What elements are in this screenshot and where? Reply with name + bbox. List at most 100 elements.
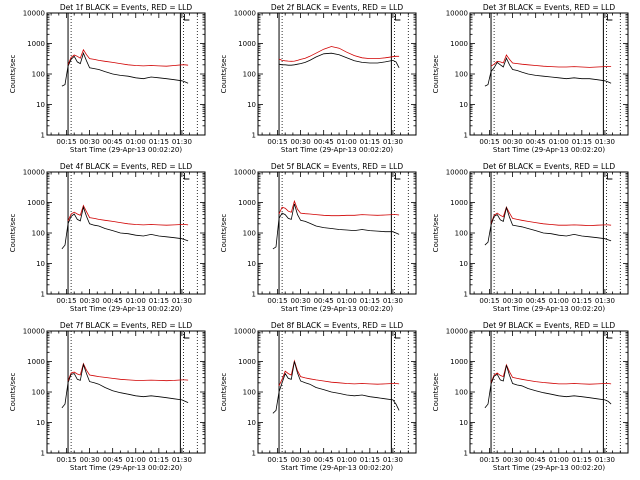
x-tick-label: 01:15 bbox=[149, 138, 169, 146]
x-tick-label: 01:00 bbox=[337, 456, 357, 464]
x-tick-label: 01:15 bbox=[360, 138, 380, 146]
panel-title: Det 6f BLACK = Events, RED = LLD bbox=[483, 162, 616, 171]
y-tick-label: 10000 bbox=[23, 328, 45, 336]
marker-bracket bbox=[394, 14, 401, 21]
x-tick-label: 01:00 bbox=[337, 297, 357, 305]
y-tick-label: 1 bbox=[252, 450, 256, 458]
x-tick-label: 00:30 bbox=[290, 456, 310, 464]
y-tick-label: 10 bbox=[36, 419, 45, 427]
y-tick-label: 10 bbox=[247, 419, 256, 427]
x-tick-label: 01:15 bbox=[572, 138, 592, 146]
y-tick-label: 10 bbox=[459, 260, 468, 268]
marker-bracket bbox=[606, 332, 613, 339]
events-series-line bbox=[61, 51, 189, 87]
y-axis-title: Counts/sec bbox=[432, 373, 440, 412]
y-tick-label: 100 bbox=[243, 230, 256, 238]
panel-title: Det 2f BLACK = Events, RED = LLD bbox=[271, 3, 404, 12]
y-tick-label: 1000 bbox=[27, 40, 45, 48]
y-tick-label: 1000 bbox=[238, 40, 256, 48]
x-tick-label: 00:45 bbox=[314, 297, 334, 305]
y-axis-title: Counts/sec bbox=[220, 55, 228, 94]
x-tick-label: 00:15 bbox=[56, 297, 76, 305]
y-tick-label: 10000 bbox=[23, 169, 45, 177]
y-axis-title: Counts/sec bbox=[432, 55, 440, 94]
x-tick-label: 01:15 bbox=[572, 456, 592, 464]
x-tick-label: 01:30 bbox=[595, 138, 615, 146]
x-tick-label: 01:15 bbox=[360, 456, 380, 464]
y-tick-label: 10 bbox=[247, 260, 256, 268]
x-tick-label: 01:00 bbox=[549, 138, 569, 146]
y-axis-title: Counts/sec bbox=[220, 214, 228, 253]
x-tick-label: 00:30 bbox=[79, 297, 99, 305]
y-tick-label: 100 bbox=[455, 230, 468, 238]
x-axis-title: Start Time (29-Apr-13 00:02:20) bbox=[281, 146, 393, 154]
y-tick-label: 1000 bbox=[238, 358, 256, 366]
y-tick-label: 10 bbox=[247, 101, 256, 109]
y-tick-label: 1000 bbox=[450, 40, 468, 48]
events-series-line bbox=[484, 365, 612, 409]
x-tick-label: 01:00 bbox=[337, 138, 357, 146]
plot-frame bbox=[46, 330, 206, 454]
plot-frame bbox=[469, 171, 629, 295]
plot-frame bbox=[46, 12, 206, 136]
x-tick-label: 00:30 bbox=[502, 297, 522, 305]
x-tick-label: 00:30 bbox=[79, 456, 99, 464]
y-tick-label: 10000 bbox=[234, 169, 256, 177]
y-tick-label: 1 bbox=[464, 132, 468, 140]
x-tick-label: 00:15 bbox=[267, 297, 287, 305]
x-tick-label: 00:15 bbox=[267, 456, 287, 464]
y-tick-label: 1 bbox=[464, 291, 468, 299]
x-tick-label: 00:45 bbox=[526, 138, 546, 146]
y-tick-label: 10000 bbox=[446, 169, 468, 177]
events-series-line bbox=[484, 57, 612, 87]
y-tick-label: 1 bbox=[41, 450, 45, 458]
events-series-line bbox=[484, 206, 612, 246]
marker-bracket bbox=[183, 14, 190, 21]
y-tick-label: 10000 bbox=[446, 10, 468, 18]
marker-bracket bbox=[394, 173, 401, 180]
x-tick-label: 00:15 bbox=[479, 138, 499, 146]
plot-frame bbox=[46, 171, 206, 295]
x-tick-label: 01:30 bbox=[383, 138, 403, 146]
y-tick-label: 100 bbox=[32, 230, 45, 238]
panel-det-5: Det 5f BLACK = Events, RED = LLD 1 10 100 10… bbox=[220, 162, 417, 313]
lld-series-line bbox=[278, 359, 400, 386]
panel-det-3: Det 3f BLACK = Events, RED = LLD 1 10 100 10… bbox=[432, 3, 629, 154]
x-axis-title: Start Time (29-Apr-13 00:02:20) bbox=[70, 464, 182, 472]
events-series-line bbox=[61, 205, 189, 250]
x-tick-label: 01:30 bbox=[595, 456, 615, 464]
y-tick-label: 10 bbox=[459, 419, 468, 427]
panel-det-9: Det 9f BLACK = Events, RED = LLD 1 10 100 10… bbox=[432, 321, 629, 472]
x-tick-label: 00:15 bbox=[56, 456, 76, 464]
x-tick-label: 01:00 bbox=[549, 456, 569, 464]
lld-series-line bbox=[490, 206, 612, 227]
plot-frame bbox=[257, 171, 417, 295]
y-tick-label: 10000 bbox=[446, 328, 468, 336]
x-axis-title: Start Time (29-Apr-13 00:02:20) bbox=[493, 146, 605, 154]
y-tick-label: 1000 bbox=[27, 199, 45, 207]
x-axis-title: Start Time (29-Apr-13 00:02:20) bbox=[281, 305, 393, 313]
x-tick-label: 00:45 bbox=[314, 138, 334, 146]
y-tick-label: 1000 bbox=[27, 358, 45, 366]
marker-bracket bbox=[606, 14, 613, 21]
y-tick-label: 10 bbox=[36, 101, 45, 109]
x-tick-label: 01:30 bbox=[595, 297, 615, 305]
x-tick-label: 01:00 bbox=[549, 297, 569, 305]
events-series-line bbox=[61, 362, 189, 409]
y-axis-title: Counts/sec bbox=[9, 55, 17, 94]
x-tick-label: 00:45 bbox=[526, 297, 546, 305]
lld-series-line bbox=[67, 362, 189, 382]
x-axis-title: Start Time (29-Apr-13 00:02:20) bbox=[493, 305, 605, 313]
panel-title: Det 4f BLACK = Events, RED = LLD bbox=[60, 162, 193, 171]
x-tick-label: 00:30 bbox=[502, 456, 522, 464]
plot-frame bbox=[469, 12, 629, 136]
y-tick-label: 10000 bbox=[234, 10, 256, 18]
x-tick-label: 01:15 bbox=[572, 297, 592, 305]
panel-det-1: Det 1f BLACK = Events, RED = LLD 1 10 100 10… bbox=[9, 3, 206, 154]
y-axis-title: Counts/sec bbox=[432, 214, 440, 253]
x-tick-label: 00:15 bbox=[479, 297, 499, 305]
plot-frame bbox=[257, 12, 417, 136]
x-tick-label: 01:30 bbox=[172, 456, 192, 464]
y-tick-label: 1 bbox=[252, 291, 256, 299]
